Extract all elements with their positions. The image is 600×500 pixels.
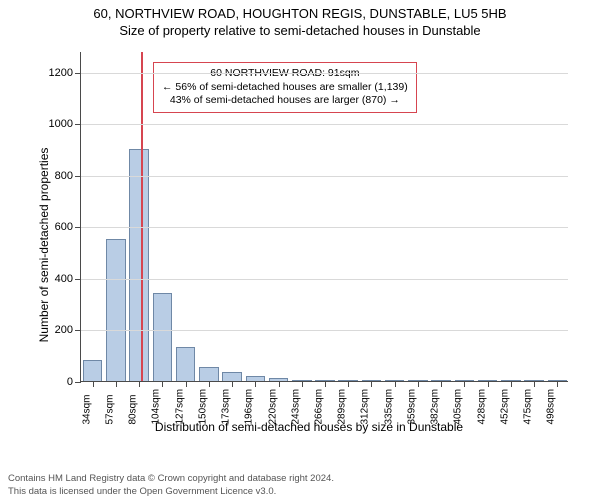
x-tick <box>557 381 558 387</box>
x-tick-label: 150sqm <box>197 385 208 425</box>
footer-line2: This data is licensed under the Open Gov… <box>8 486 334 498</box>
x-tick-label: 220sqm <box>267 385 278 425</box>
chart-container: Number of semi-detached properties 60 NO… <box>44 46 574 444</box>
x-tick <box>302 381 303 387</box>
histogram-bar <box>153 293 173 381</box>
x-tick-label: 34sqm <box>81 385 92 425</box>
annotation-line1: 60 NORTHVIEW ROAD: 91sqm <box>162 67 408 81</box>
histogram-bar <box>176 347 196 381</box>
x-tick <box>511 381 512 387</box>
footer-attribution: Contains HM Land Registry data © Crown c… <box>8 473 334 498</box>
x-tick <box>534 381 535 387</box>
x-tick-label: 243sqm <box>290 385 301 425</box>
y-axis-label: Number of semi-detached properties <box>37 148 51 343</box>
y-tick-label: 800 <box>55 170 73 182</box>
y-tick <box>75 382 81 383</box>
y-tick-label: 600 <box>55 221 73 233</box>
gridline <box>81 73 568 74</box>
annotation-line3: 43% of semi-detached houses are larger (… <box>162 94 408 108</box>
x-tick-label: 475sqm <box>523 385 534 425</box>
x-tick <box>279 381 280 387</box>
y-tick <box>75 176 81 177</box>
x-tick-label: 498sqm <box>546 385 557 425</box>
x-tick-label: 428sqm <box>476 385 487 425</box>
chart-title-sub: Size of property relative to semi-detach… <box>0 23 600 38</box>
gridline <box>81 124 568 125</box>
gridline <box>81 279 568 280</box>
y-tick <box>75 227 81 228</box>
annotation-box: 60 NORTHVIEW ROAD: 91sqm ← 56% of semi-d… <box>153 62 417 113</box>
x-tick <box>186 381 187 387</box>
gridline <box>81 227 568 228</box>
x-tick-label: 104sqm <box>151 385 162 425</box>
y-tick <box>75 279 81 280</box>
histogram-bar <box>106 239 126 381</box>
x-tick-label: 359sqm <box>406 385 417 425</box>
x-tick <box>395 381 396 387</box>
x-tick <box>488 381 489 387</box>
y-tick <box>75 330 81 331</box>
highlight-line <box>141 52 143 381</box>
y-tick-label: 1200 <box>49 67 73 79</box>
histogram-bar <box>83 360 103 381</box>
x-tick <box>116 381 117 387</box>
x-tick <box>139 381 140 387</box>
x-tick-label: 452sqm <box>499 385 510 425</box>
x-tick <box>348 381 349 387</box>
gridline <box>81 330 568 331</box>
x-tick <box>255 381 256 387</box>
y-tick-label: 400 <box>55 273 73 285</box>
x-tick <box>464 381 465 387</box>
x-tick-label: 405sqm <box>453 385 464 425</box>
annotation-line2: ← 56% of semi-detached houses are smalle… <box>162 81 408 95</box>
x-tick-label: 289sqm <box>337 385 348 425</box>
x-tick <box>441 381 442 387</box>
gridline <box>81 176 568 177</box>
histogram-bar <box>129 149 149 381</box>
footer-line1: Contains HM Land Registry data © Crown c… <box>8 473 334 485</box>
x-tick <box>325 381 326 387</box>
x-tick-label: 312sqm <box>360 385 371 425</box>
x-axis-label: Distribution of semi-detached houses by … <box>44 420 574 434</box>
y-tick-label: 1000 <box>49 118 73 130</box>
x-tick-label: 57sqm <box>104 385 115 425</box>
x-tick-label: 335sqm <box>383 385 394 425</box>
y-tick <box>75 124 81 125</box>
x-tick <box>232 381 233 387</box>
x-tick-label: 382sqm <box>430 385 441 425</box>
histogram-bar <box>222 372 242 381</box>
histogram-bar <box>199 367 219 381</box>
x-tick <box>209 381 210 387</box>
x-tick-label: 80sqm <box>128 385 139 425</box>
y-tick <box>75 73 81 74</box>
x-tick-label: 173sqm <box>221 385 232 425</box>
x-tick <box>93 381 94 387</box>
x-tick <box>371 381 372 387</box>
x-tick-label: 196sqm <box>244 385 255 425</box>
x-tick-label: 127sqm <box>174 385 185 425</box>
chart-title-main: 60, NORTHVIEW ROAD, HOUGHTON REGIS, DUNS… <box>0 6 600 21</box>
chart-title-block: 60, NORTHVIEW ROAD, HOUGHTON REGIS, DUNS… <box>0 0 600 38</box>
plot-area: 60 NORTHVIEW ROAD: 91sqm ← 56% of semi-d… <box>80 52 568 382</box>
x-tick <box>418 381 419 387</box>
x-tick <box>162 381 163 387</box>
y-tick-label: 0 <box>67 376 73 388</box>
y-tick-label: 200 <box>55 324 73 336</box>
x-tick-label: 266sqm <box>314 385 325 425</box>
